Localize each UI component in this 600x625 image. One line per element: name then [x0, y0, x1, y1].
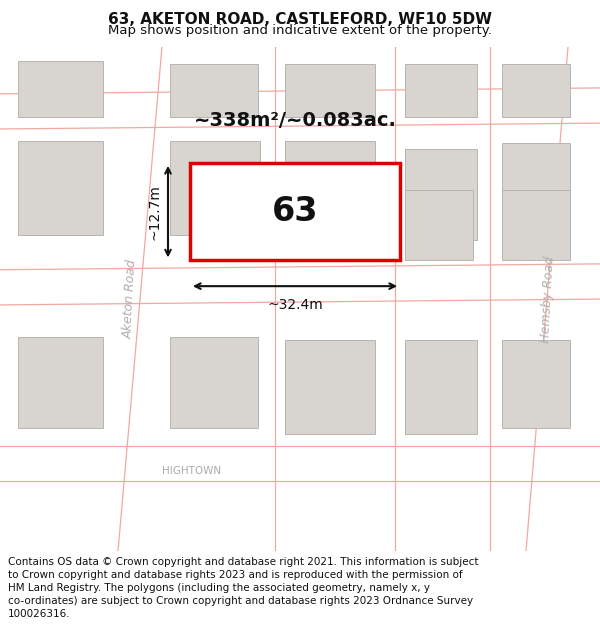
Bar: [405, 190, 473, 261]
Bar: [285, 340, 375, 434]
Bar: [502, 143, 570, 223]
Text: ~338m²/~0.083ac.: ~338m²/~0.083ac.: [194, 111, 397, 130]
Text: Aketon Road: Aketon Road: [121, 259, 139, 339]
Bar: [285, 216, 365, 261]
Bar: [18, 337, 103, 428]
Text: 63: 63: [272, 195, 318, 228]
Text: Contains OS data © Crown copyright and database right 2021. This information is : Contains OS data © Crown copyright and d…: [8, 557, 478, 567]
Text: ~32.4m: ~32.4m: [267, 298, 323, 312]
Text: Hemsby Road: Hemsby Road: [539, 256, 557, 342]
Bar: [405, 340, 477, 434]
Text: 100026316.: 100026316.: [8, 609, 70, 619]
Bar: [170, 64, 258, 118]
Text: HM Land Registry. The polygons (including the associated geometry, namely x, y: HM Land Registry. The polygons (includin…: [8, 583, 430, 593]
Bar: [285, 141, 375, 234]
Text: to Crown copyright and database rights 2023 and is reproduced with the permissio: to Crown copyright and database rights 2…: [8, 570, 463, 580]
Text: Map shows position and indicative extent of the property.: Map shows position and indicative extent…: [108, 24, 492, 36]
Bar: [170, 141, 260, 234]
Bar: [405, 149, 477, 241]
Bar: [190, 163, 400, 261]
Bar: [502, 190, 570, 261]
Bar: [18, 61, 103, 118]
Bar: [405, 64, 477, 118]
Text: 63, AKETON ROAD, CASTLEFORD, WF10 5DW: 63, AKETON ROAD, CASTLEFORD, WF10 5DW: [108, 12, 492, 27]
Text: co-ordinates) are subject to Crown copyright and database rights 2023 Ordnance S: co-ordinates) are subject to Crown copyr…: [8, 596, 473, 606]
Bar: [502, 64, 570, 118]
Bar: [285, 64, 375, 118]
Bar: [502, 340, 570, 428]
Text: HIGHTOWN: HIGHTOWN: [163, 466, 221, 476]
Bar: [170, 337, 258, 428]
Text: ~12.7m: ~12.7m: [148, 184, 162, 239]
Bar: [18, 141, 103, 234]
